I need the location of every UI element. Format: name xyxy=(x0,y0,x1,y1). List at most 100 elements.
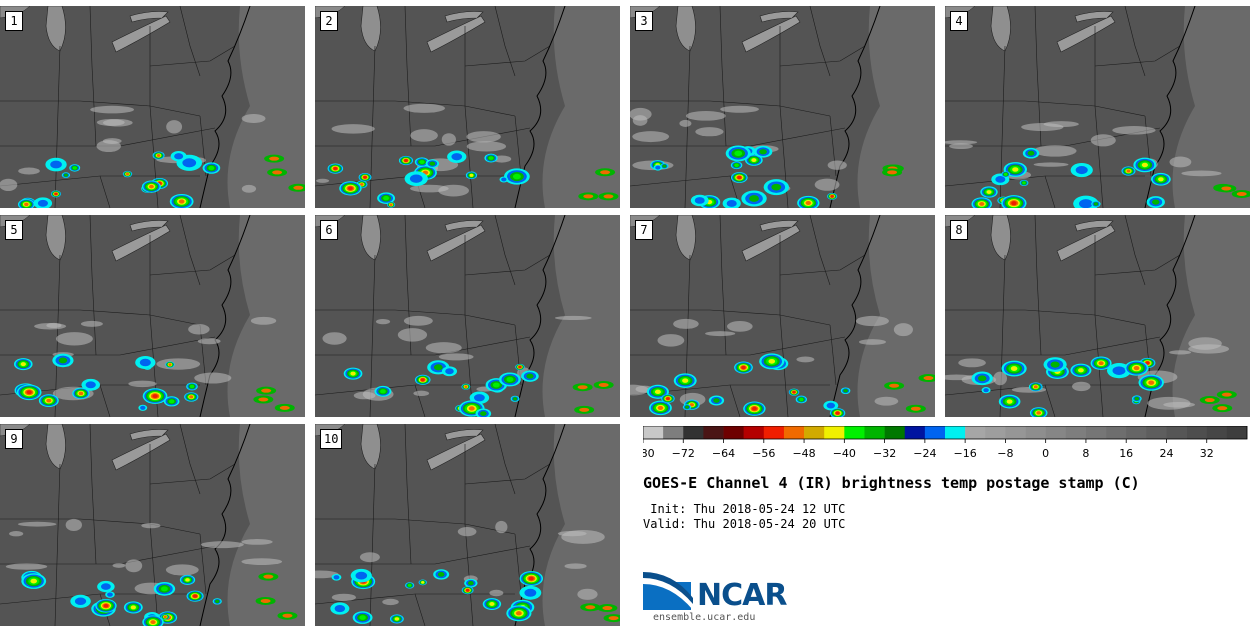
cloud-streak xyxy=(441,133,457,146)
storm-cell xyxy=(1217,406,1228,411)
storm-cell xyxy=(1221,392,1232,397)
coastline xyxy=(514,6,566,208)
storm-cell xyxy=(46,398,52,403)
state-boundary xyxy=(1034,215,1042,356)
lake-ontario xyxy=(759,11,799,23)
storm-cell xyxy=(24,202,29,207)
cloud-streak xyxy=(141,522,161,529)
storm-cell xyxy=(749,195,759,202)
cloud-streak xyxy=(564,563,587,569)
cloud-streak xyxy=(993,371,1008,386)
state-boundary xyxy=(1124,215,1146,286)
coastline xyxy=(829,215,881,417)
storm-cell xyxy=(1141,162,1148,168)
cloud-streak xyxy=(9,531,24,537)
storm-cell xyxy=(263,574,274,579)
colorbar-tick-label: −64 xyxy=(712,447,735,460)
cloud-streak xyxy=(874,396,899,406)
storm-cell xyxy=(1133,366,1140,371)
state-boundary xyxy=(945,100,1146,117)
map-panel: 4 xyxy=(945,6,1250,208)
ncar-swoosh-icon xyxy=(643,572,693,610)
storm-cell xyxy=(684,405,690,409)
storm-cell xyxy=(583,194,594,199)
ocean-area xyxy=(542,215,620,417)
storm-cell xyxy=(1134,396,1140,401)
panel-label: 7 xyxy=(635,220,653,240)
colorbar-tick-label: −80 xyxy=(643,447,655,460)
cloud-streak xyxy=(554,315,592,321)
storm-cell xyxy=(694,197,705,204)
storm-cell xyxy=(50,160,62,169)
cloud-streak xyxy=(425,342,462,354)
lake-erie xyxy=(741,15,801,53)
storm-cell xyxy=(657,405,664,410)
storm-cell xyxy=(1011,201,1017,206)
colorbar-bin xyxy=(1206,426,1228,439)
cloud-streak xyxy=(403,315,433,326)
state-boundary xyxy=(149,463,236,485)
state-boundary xyxy=(0,336,216,356)
storm-cell xyxy=(1145,361,1150,365)
storm-cell xyxy=(1012,167,1019,172)
cloud-streak xyxy=(125,559,143,573)
map-panel: 5 xyxy=(0,215,305,417)
state-boundary xyxy=(149,45,236,67)
storm-cell xyxy=(258,397,269,402)
colorbar-bin xyxy=(1025,426,1046,439)
state-boundary xyxy=(945,336,1161,356)
cloud-streak xyxy=(359,552,380,563)
cloud-streak xyxy=(949,143,973,150)
storm-cell xyxy=(185,578,190,582)
storm-cell xyxy=(986,190,992,194)
colorbar-bin xyxy=(643,426,664,439)
storm-cell xyxy=(518,365,522,369)
cloud-streak xyxy=(1147,396,1191,410)
state-boundary xyxy=(89,424,97,565)
storm-cell xyxy=(178,199,185,204)
storm-cell xyxy=(1022,181,1026,185)
storm-cell xyxy=(1112,366,1126,375)
cloud-streak xyxy=(457,527,477,537)
state-boundary xyxy=(719,215,727,356)
panel-label: 3 xyxy=(635,11,653,31)
storm-cell xyxy=(741,365,746,370)
colorbar-tick-label: 16 xyxy=(1119,447,1133,460)
colorbar-bin xyxy=(1126,426,1147,439)
state-boundary xyxy=(404,424,412,565)
storm-cell xyxy=(759,149,767,155)
lake-ontario xyxy=(1074,220,1114,232)
state-boundary xyxy=(54,45,61,208)
colorbar-tick-label: −56 xyxy=(752,447,775,460)
storm-cell xyxy=(404,159,408,163)
storm-cell xyxy=(363,175,367,179)
init-time: Init: Thu 2018-05-24 12 UTC xyxy=(643,502,846,516)
storm-cell xyxy=(26,390,32,395)
colorbar-bin xyxy=(1085,426,1107,439)
state-boundary xyxy=(1094,235,1104,417)
cloud-streak xyxy=(679,119,692,127)
storm-cell xyxy=(78,391,84,396)
storm-cell xyxy=(887,170,898,175)
state-boundary xyxy=(719,6,727,147)
map-panel: 8 xyxy=(945,215,1250,417)
state-boundary xyxy=(729,384,741,417)
storm-cell xyxy=(279,405,290,410)
storm-cell xyxy=(261,388,272,393)
state-boundary xyxy=(315,100,516,117)
lake-ontario xyxy=(444,220,484,232)
colorbar-bin xyxy=(1226,426,1248,439)
state-boundary xyxy=(315,545,531,565)
storm-cell xyxy=(579,407,590,412)
state-boundary xyxy=(630,336,846,356)
storm-cell xyxy=(474,394,485,402)
storm-cell xyxy=(168,363,172,366)
ocean-area xyxy=(227,424,305,626)
storm-cell xyxy=(437,571,445,577)
storm-cell xyxy=(598,382,609,387)
storm-cell xyxy=(515,611,522,616)
panel-label: 4 xyxy=(950,11,968,31)
cloud-streak xyxy=(796,356,815,363)
cloud-streak xyxy=(438,184,469,197)
storm-cell xyxy=(726,200,737,207)
